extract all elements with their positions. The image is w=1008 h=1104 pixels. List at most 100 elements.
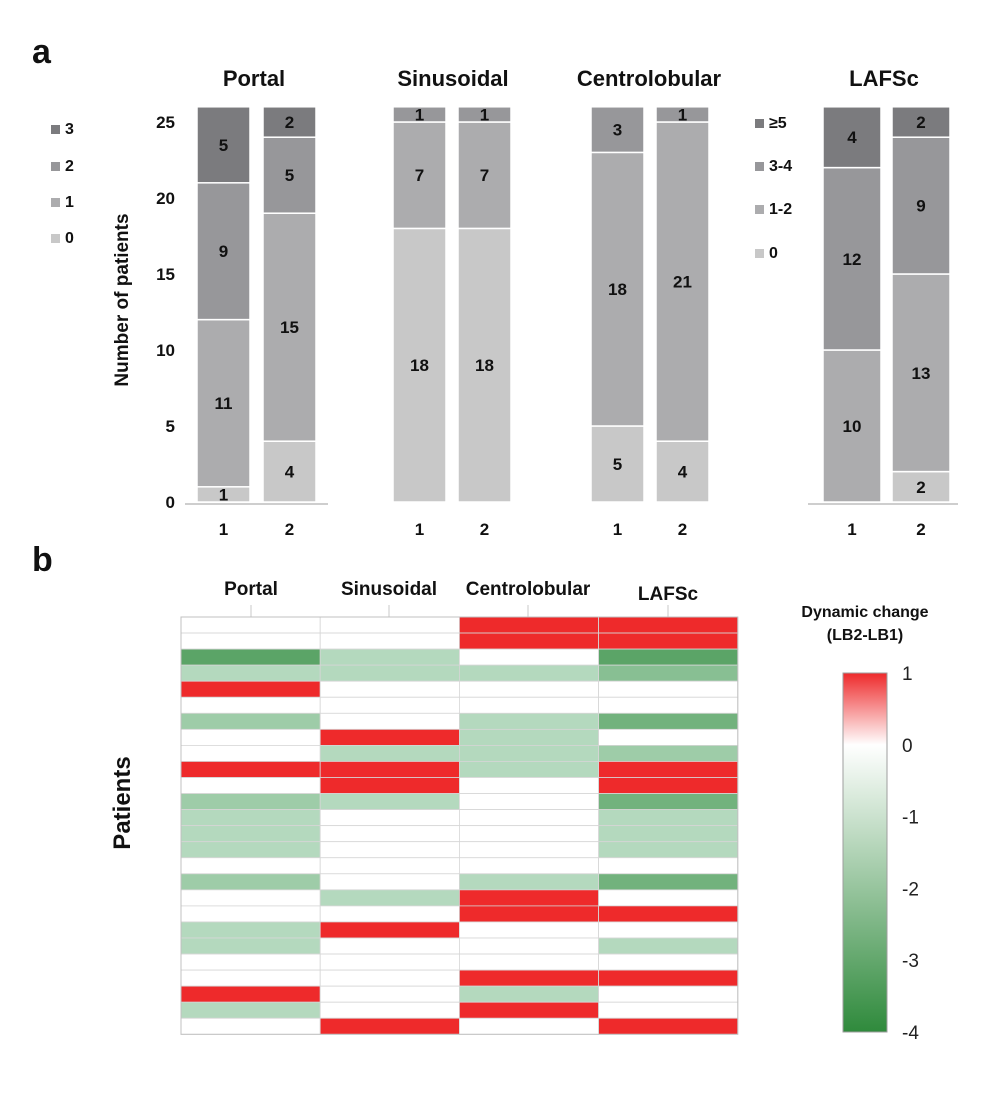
heatmap-cell [180, 664, 321, 682]
colorbar-tick-label: -1 [902, 808, 919, 829]
bar-segment [655, 121, 710, 442]
colorbar-tick-label: -3 [902, 951, 919, 972]
heatmap-cell [319, 953, 460, 971]
legend-label: 3-4 [769, 158, 792, 175]
heatmap-cell [458, 841, 599, 859]
heatmap-cell [319, 921, 460, 939]
colorbar-title: Dynamic change [801, 604, 928, 621]
heatmap-cell [180, 793, 321, 810]
legend-label: 2 [65, 158, 74, 175]
legend-label: 1-2 [769, 201, 792, 218]
bar-data-label: 21 [673, 273, 692, 292]
group-title: LAFSc [849, 66, 919, 91]
bar-segment [457, 106, 512, 123]
bar-segment [655, 106, 710, 123]
heatmap-cell [458, 712, 599, 730]
heatmap-cell [598, 648, 739, 666]
heatmap-cell [458, 937, 599, 955]
heatmap-cell [458, 664, 599, 682]
legend-swatch [755, 205, 764, 214]
heatmap-cell [598, 761, 739, 778]
bar-data-label: 7 [480, 166, 489, 185]
heatmap-cell [180, 1017, 321, 1035]
heatmap-cell [180, 632, 321, 650]
bar-segment [262, 136, 317, 214]
bar-segment [457, 227, 512, 503]
legend-label: 1 [65, 194, 74, 211]
bar-segment [590, 425, 645, 503]
bar-data-label: 1 [219, 485, 228, 504]
heatmap-cell [180, 857, 321, 875]
heatmap-cell [319, 1001, 460, 1019]
heatmap-cell [180, 712, 321, 730]
bar-data-label: 2 [916, 478, 925, 497]
heatmap-cell [458, 745, 599, 762]
group-title: Centrolobular [577, 66, 722, 91]
bar-data-label: 18 [608, 280, 627, 299]
bar-segment [196, 318, 251, 488]
legend-swatch [51, 162, 60, 171]
heatmap-cell [180, 969, 321, 987]
bar-segment [196, 106, 251, 184]
heatmap-cell [458, 728, 599, 746]
x-tick-label: 2 [916, 520, 925, 539]
heatmap-cell [458, 921, 599, 939]
heatmap-cell [319, 745, 460, 762]
heatmap-cell [319, 1017, 460, 1035]
heatmap-cell [319, 664, 460, 682]
heatmap-cell [458, 696, 599, 714]
heatmap-cell [458, 873, 599, 891]
y-tick-label: 15 [156, 265, 175, 284]
heatmap-cell [598, 728, 739, 746]
heatmap-cell [598, 680, 739, 698]
bar-segment [262, 106, 317, 138]
bar-data-label: 15 [280, 318, 299, 337]
x-tick-label: 1 [847, 520, 856, 539]
y-tick-label: 5 [166, 417, 175, 436]
bar-segment [262, 440, 317, 503]
y-tick-label: 0 [166, 493, 175, 512]
bar-data-label: 10 [843, 417, 862, 436]
bar-data-label: 18 [475, 356, 494, 375]
heatmap-cell [458, 777, 599, 794]
heatmap-cell [458, 809, 599, 827]
heatmap-cell [319, 809, 460, 827]
heatmap-cell [180, 616, 321, 634]
bar-data-label: 5 [285, 166, 294, 185]
colorbar-tick-label: 0 [902, 736, 913, 757]
bar-segment [262, 212, 317, 442]
group-title: Sinusoidal [397, 66, 508, 91]
x-tick-label: 2 [480, 520, 489, 539]
heatmap-cell [598, 937, 739, 955]
heatmap-cell [598, 1001, 739, 1019]
bar-data-label: 3 [613, 121, 622, 140]
heatmap-cell [598, 873, 739, 891]
legend-label: 0 [769, 245, 778, 262]
heatmap-cell [319, 985, 460, 1003]
bar-segment [457, 121, 512, 230]
x-tick-label: 1 [613, 520, 622, 539]
heatmap-panel: Portal Sinusoidal Centrolobular LAFSc Patien… [109, 579, 929, 1044]
heatmap-cell [319, 712, 460, 730]
heatmap-cell [180, 777, 321, 794]
y-tick-label: 10 [156, 341, 175, 360]
bar-data-label: 4 [678, 463, 688, 482]
bar-segment [891, 136, 951, 275]
heatmap-cell [598, 1017, 739, 1035]
heatmap-column-label: LAFSc [638, 584, 699, 605]
heatmap-cell [598, 953, 739, 971]
bar-segment [392, 121, 447, 230]
colorbar-tick-label: -2 [902, 879, 919, 900]
heatmap-y-label: Patients [109, 756, 136, 849]
bar-data-label: 9 [219, 242, 228, 261]
bar-segment [392, 106, 447, 123]
bar-data-label: 4 [285, 463, 295, 482]
heatmap-cell [458, 1001, 599, 1019]
bar-data-label: 2 [916, 113, 925, 132]
heatmap-cell [180, 825, 321, 843]
heatmap-cell [598, 985, 739, 1003]
bar-data-label: 1 [415, 105, 424, 124]
y-axis-label: Number of patients [112, 213, 133, 386]
bar-data-label: 5 [613, 455, 622, 474]
heatmap-cell [319, 841, 460, 859]
